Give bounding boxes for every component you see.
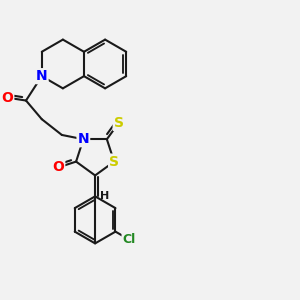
Text: Cl: Cl xyxy=(122,233,136,246)
Text: H: H xyxy=(100,190,110,200)
Text: S: S xyxy=(114,116,124,130)
Text: N: N xyxy=(77,132,89,146)
Text: N: N xyxy=(36,69,48,83)
Text: S: S xyxy=(109,154,119,169)
Text: O: O xyxy=(2,91,13,105)
Text: O: O xyxy=(52,160,64,174)
